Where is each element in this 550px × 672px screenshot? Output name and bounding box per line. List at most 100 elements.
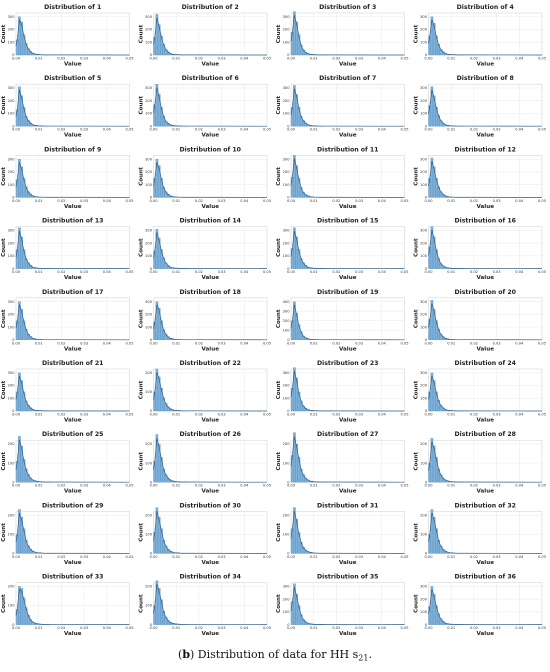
x-tick-label: 0.05 <box>263 57 271 61</box>
panel-3: Distribution of 3 0 100 200 300 0.00 0.01 0.02 0… <box>276 4 409 68</box>
y-tick-label: 0 <box>425 338 428 342</box>
y-tick-label: 100 <box>420 461 428 465</box>
y-tick-label: 0 <box>287 338 290 342</box>
histogram-bar <box>297 605 301 625</box>
y-tick-label: 100 <box>283 183 291 187</box>
x-tick-label: 0.03 <box>493 270 501 274</box>
y-tick-label: 300 <box>283 585 291 589</box>
x-tick-label: 0.00 <box>424 270 433 274</box>
x-tick-label: 0.02 <box>57 199 65 203</box>
x-tick-label: 0.01 <box>447 413 455 417</box>
y-tick-label: 200 <box>420 241 428 245</box>
plot-frame <box>153 297 268 341</box>
x-tick-label: 0.00 <box>12 484 21 488</box>
plot-frame <box>428 83 543 127</box>
histogram-bar <box>435 457 438 483</box>
y-tick-label: 100 <box>420 610 428 614</box>
panel-35: Distribution of 35 0 100 200 300 0.00 0.01 0.02… <box>276 574 409 638</box>
x-axis-label: Value <box>64 489 82 495</box>
x-axis-label: Value <box>64 275 82 281</box>
y-tick-label: 0 <box>287 196 290 200</box>
y-tick-label: 400 <box>283 300 291 304</box>
y-tick-label: 0 <box>425 124 428 128</box>
y-tick-label: 300 <box>145 15 153 19</box>
y-tick-label: 200 <box>8 442 16 446</box>
y-axis-label: Count <box>1 309 7 328</box>
x-tick-label: 0.02 <box>332 341 340 345</box>
panel-12: Distribution of 12 0 100 200 300 0.00 0.01 0.02… <box>414 146 547 210</box>
plot-frame <box>153 155 268 198</box>
y-tick-label: 200 <box>145 241 153 245</box>
x-axis-label: Value <box>477 204 495 210</box>
histogram-bar <box>435 35 438 56</box>
kde-curve <box>153 511 268 554</box>
x-axis-label: Value <box>477 346 495 352</box>
x-tick-label: 0.00 <box>12 555 21 559</box>
y-tick-label: 300 <box>145 300 153 304</box>
histogram-bar <box>160 249 163 269</box>
x-tick-label: 0.04 <box>515 484 524 488</box>
x-tick-label: 0.04 <box>240 341 249 345</box>
plot-frame <box>290 297 405 341</box>
x-axis-label: Value <box>339 275 357 281</box>
x-tick-label: 0.01 <box>172 270 180 274</box>
x-axis-label: Value <box>339 62 357 68</box>
x-tick-label: 0.03 <box>218 555 226 559</box>
plot-frame <box>290 12 405 56</box>
plot-frame <box>15 155 130 198</box>
y-tick-label: 300 <box>420 371 428 375</box>
x-tick-label: 0.00 <box>424 413 433 417</box>
x-tick-label: 0.04 <box>515 555 524 559</box>
histogram-bar <box>295 312 298 340</box>
y-tick-label: 100 <box>8 325 16 329</box>
y-axis-label: Count <box>1 380 7 399</box>
y-axis-label: Count <box>276 167 282 186</box>
x-tick-label: 0.02 <box>332 128 340 132</box>
x-tick-label: 0.01 <box>172 199 180 203</box>
kde-curve <box>153 17 268 56</box>
x-tick-label: 0.03 <box>218 199 226 203</box>
y-tick-label: 300 <box>145 229 153 233</box>
panel-title: Distribution of 21 <box>42 360 104 367</box>
x-tick-label: 0.01 <box>172 57 180 61</box>
x-tick-label: 0.01 <box>310 484 318 488</box>
x-tick-label: 0.00 <box>424 57 433 61</box>
y-tick-label: 100 <box>8 40 16 44</box>
y-axis-label: Count <box>414 594 420 613</box>
panel-title: Distribution of 15 <box>317 218 379 225</box>
y-tick-label: 100 <box>145 461 153 465</box>
x-axis-label: Value <box>202 62 220 68</box>
panel-5: Distribution of 5 0 100 200 300 0.00 0.01 0.02 0… <box>1 75 134 139</box>
x-tick-label: 0.02 <box>57 626 65 630</box>
y-tick-label: 0 <box>425 480 428 484</box>
y-tick-label: 200 <box>145 313 153 317</box>
panel-33: Distribution of 33 0 100 200 0.00 0.01 0.02 0.0… <box>1 574 134 638</box>
y-tick-label: 200 <box>420 28 428 32</box>
x-axis-label: Value <box>477 418 495 424</box>
y-tick-label: 200 <box>420 170 428 174</box>
x-tick-label: 0.03 <box>80 57 88 61</box>
histogram-bar <box>299 468 303 483</box>
y-tick-label: 100 <box>420 254 428 258</box>
kde-curve <box>15 18 130 56</box>
y-tick-label: 300 <box>283 229 291 233</box>
y-tick-label: 100 <box>420 396 428 400</box>
x-tick-label: 0.01 <box>447 341 455 345</box>
x-tick-label: 0.05 <box>400 555 408 559</box>
panel-title: Distribution of 4 <box>457 4 515 11</box>
x-tick-label: 0.04 <box>103 270 112 274</box>
x-axis-label: Value <box>64 133 82 139</box>
panel-title: Distribution of 3 <box>319 4 376 11</box>
x-tick-label: 0.01 <box>172 128 180 132</box>
kde-curve <box>428 19 543 56</box>
y-tick-label: 200 <box>420 384 428 388</box>
x-tick-label: 0.00 <box>424 626 433 630</box>
x-axis-label: Value <box>202 560 220 566</box>
y-axis-label: Count <box>139 594 145 613</box>
x-tick-label: 0.03 <box>493 128 501 132</box>
x-tick-label: 0.05 <box>400 341 408 345</box>
y-tick-label: 0 <box>12 124 15 128</box>
x-tick-label: 0.02 <box>57 57 65 61</box>
y-tick-label: 200 <box>8 170 16 174</box>
